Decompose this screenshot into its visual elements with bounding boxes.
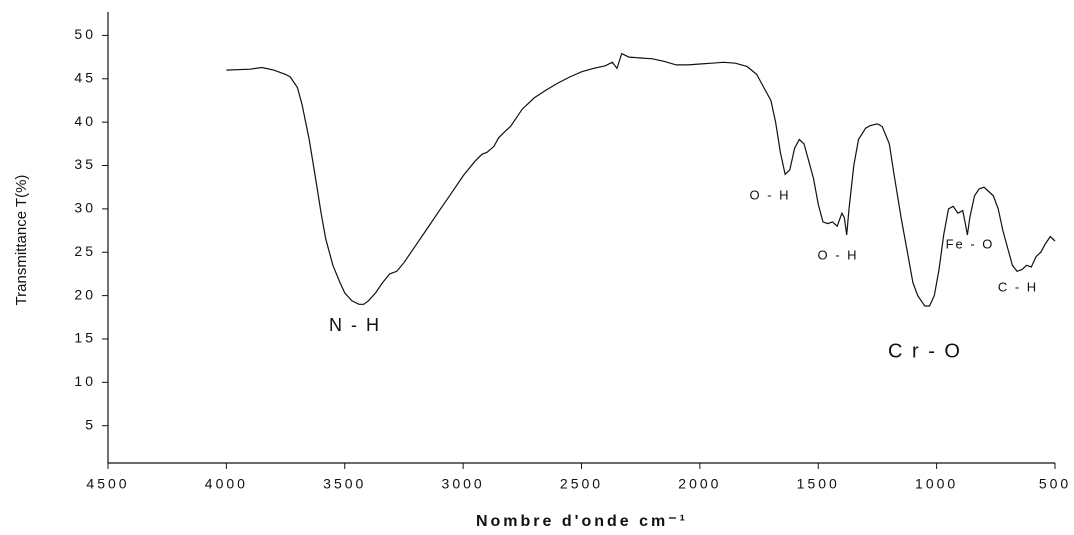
y-tick-label: 5 bbox=[85, 416, 96, 432]
y-tick-label: 20 bbox=[74, 286, 96, 302]
y-tick-label: 15 bbox=[74, 330, 96, 346]
x-tick-label: 2500 bbox=[560, 476, 603, 492]
y-tick-label: 35 bbox=[74, 156, 96, 172]
x-tick-label: 3500 bbox=[323, 476, 366, 492]
y-tick-label: 45 bbox=[74, 69, 96, 85]
y-axis-label: Transmittance T(%) bbox=[13, 175, 30, 306]
x-tick-label: 1000 bbox=[915, 476, 958, 492]
peak-annotation: N - H bbox=[329, 315, 381, 335]
y-tick-label: 25 bbox=[74, 243, 96, 259]
x-tick-label: 2000 bbox=[678, 476, 721, 492]
peak-annotation: Fe - O bbox=[946, 236, 995, 251]
peak-annotation: O - H bbox=[749, 187, 790, 202]
y-tick-label: 50 bbox=[74, 26, 96, 42]
x-tick-label: 1500 bbox=[797, 476, 840, 492]
y-tick-label: 40 bbox=[74, 113, 96, 129]
peak-annotation: C r - O bbox=[888, 340, 962, 362]
spectrum-line bbox=[226, 52, 1056, 307]
peak-annotation: C - H bbox=[998, 279, 1038, 294]
y-tick-label: 10 bbox=[74, 373, 96, 389]
peak-annotation: O - H bbox=[817, 247, 858, 262]
x-tick-label: 3000 bbox=[442, 476, 485, 492]
x-tick-label: 500 bbox=[1039, 476, 1071, 492]
y-tick-label: 30 bbox=[74, 200, 96, 216]
x-tick-label: 4000 bbox=[205, 476, 248, 492]
x-tick-label: 4500 bbox=[86, 476, 129, 492]
x-axis-label: Nombre d'onde cm⁻¹ bbox=[476, 513, 688, 530]
